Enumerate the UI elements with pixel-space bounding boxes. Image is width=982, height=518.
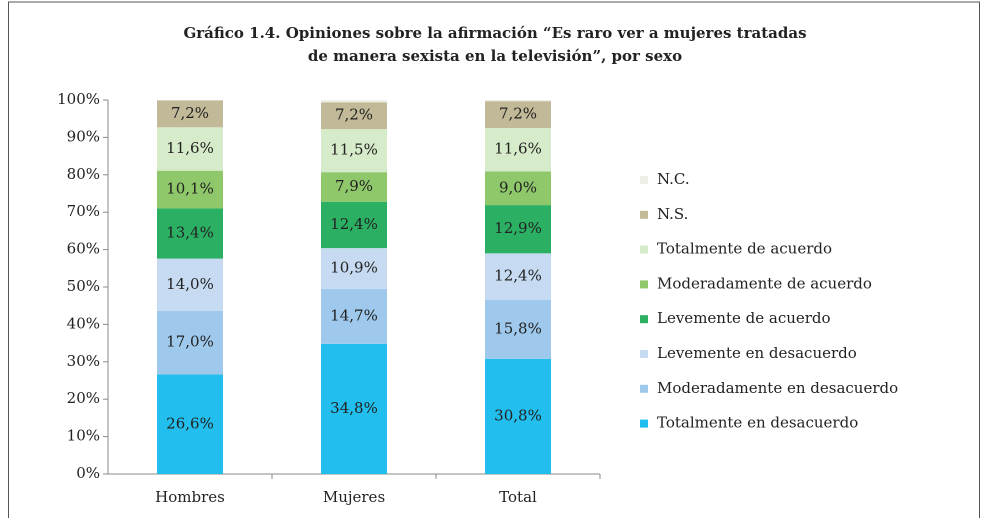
data-label: 9,0%	[499, 178, 537, 196]
legend-swatch	[640, 419, 648, 428]
legend-label: N.C.	[657, 170, 690, 188]
bar-segment	[485, 253, 551, 300]
bar-segment	[485, 128, 551, 172]
data-label: 12,4%	[494, 267, 542, 285]
legend-swatch	[640, 350, 648, 358]
y-tick-label: 0%	[76, 464, 100, 482]
bar-segment	[321, 129, 387, 173]
bar-segment	[157, 100, 223, 128]
bar-segment	[321, 343, 387, 474]
bar-segment	[157, 374, 223, 474]
bar-segment	[485, 358, 551, 474]
legend-label: Levemente de acuerdo	[657, 309, 831, 327]
data-label: 10,1%	[166, 180, 214, 198]
legend-label: Moderadamente en desacuerdo	[657, 379, 898, 397]
data-label: 12,9%	[494, 219, 542, 237]
y-tick-label: 30%	[67, 352, 100, 370]
chart-title: Gráfico 1.4. Opiniones sobre la afirmaci…	[183, 24, 806, 42]
legend-label: Levemente en desacuerdo	[657, 344, 857, 362]
legend-swatch	[640, 210, 648, 219]
legend-label: Totalmente de acuerdo	[657, 240, 832, 258]
legend-swatch	[640, 384, 648, 393]
x-tick-label: Mujeres	[323, 488, 385, 506]
legend-label: Totalmente en desacuerdo	[657, 414, 858, 432]
legend-swatch	[640, 176, 648, 184]
data-label: 34,8%	[330, 399, 378, 417]
data-label: 15,8%	[494, 319, 542, 337]
data-label: 14,7%	[330, 306, 378, 324]
data-label: 14,0%	[166, 275, 214, 293]
bar-segment	[321, 288, 387, 344]
bar-segment	[321, 102, 387, 130]
y-tick-label: 80%	[67, 165, 100, 183]
bar-segment	[321, 248, 387, 289]
data-label: 17,0%	[166, 333, 214, 351]
bar-segment	[485, 100, 551, 102]
legend-swatch	[640, 315, 648, 324]
data-label: 13,4%	[166, 224, 214, 242]
x-tick-label: Hombres	[155, 488, 225, 506]
y-tick-label: 40%	[67, 314, 100, 332]
bar-segment	[157, 127, 223, 171]
y-tick-label: 60%	[67, 240, 100, 258]
y-tick-label: 10%	[67, 427, 100, 445]
x-tick-label: Total	[499, 488, 537, 506]
legend-label: Moderadamente de acuerdo	[657, 274, 872, 292]
data-label: 12,4%	[330, 215, 378, 233]
bar-segment	[157, 208, 223, 259]
bar-segment	[321, 172, 387, 202]
y-tick-label: 90%	[67, 127, 100, 145]
bar-segment	[321, 100, 387, 103]
y-tick-label: 20%	[67, 389, 100, 407]
chart-title: de manera sexista en la televisión”, por…	[308, 47, 682, 65]
bar-segment	[157, 170, 223, 209]
legend-label: N.S.	[657, 205, 688, 223]
y-tick-label: 100%	[57, 90, 100, 108]
bar-segment	[485, 299, 551, 359]
data-label: 7,2%	[335, 106, 373, 124]
data-label: 7,2%	[171, 104, 209, 122]
bar-segment	[157, 258, 223, 311]
data-label: 7,2%	[499, 105, 537, 123]
data-label: 11,6%	[494, 140, 542, 158]
bar-segment	[485, 171, 551, 206]
y-tick-label: 50%	[67, 277, 100, 295]
data-label: 7,9%	[335, 177, 373, 195]
legend-swatch	[640, 245, 648, 254]
data-label: 30,8%	[494, 406, 542, 424]
data-label: 26,6%	[166, 414, 214, 432]
legend-swatch	[640, 280, 648, 289]
data-label: 11,5%	[330, 141, 378, 159]
data-label: 11,6%	[166, 139, 214, 157]
bar-segment	[485, 205, 551, 254]
bar-segment	[321, 201, 387, 249]
data-label: 10,9%	[330, 258, 378, 276]
y-tick-label: 70%	[67, 202, 100, 220]
bar-segment	[157, 310, 223, 375]
bar-segment	[485, 101, 551, 129]
